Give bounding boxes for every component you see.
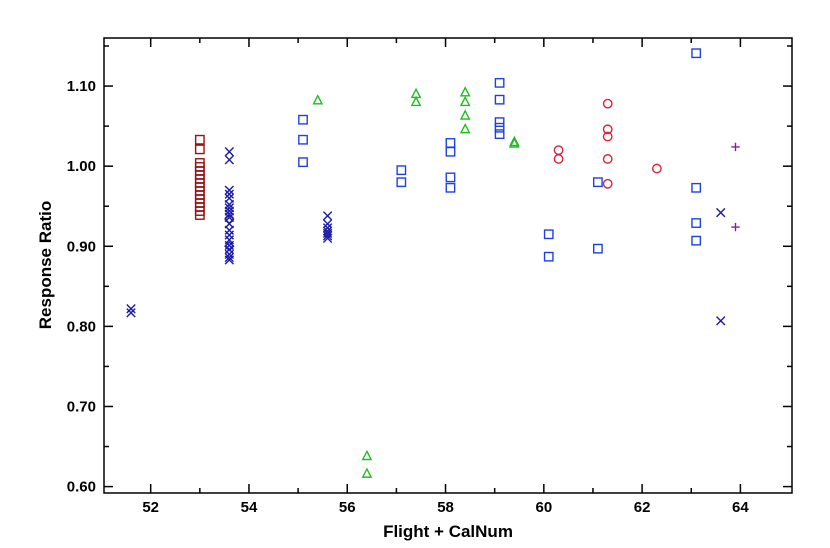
data-point-x [322,211,333,221]
series-x [126,147,726,326]
series-square [194,134,205,220]
data-point-x [224,189,235,199]
data-point-triangle [459,109,471,120]
data-point-square [691,48,702,59]
x-tick-label: 56 [339,499,356,516]
data-point-x [322,231,333,241]
data-point-triangle [361,467,373,478]
axes: 52 54 56 58 60 62 64 0.60 0.70 0.80 0.90 1.00 1.10 [67,37,793,516]
data-point-square [543,229,554,240]
data-point-diamond [224,241,235,252]
data-point-x [224,225,235,235]
x-axis-title: Flight + CalNum [383,522,513,541]
x-tick-label: 62 [634,499,651,516]
data-point-square [592,177,603,188]
data-point-x [322,219,333,229]
x-tick-label: 64 [732,499,749,516]
data-point-square [298,157,308,168]
data-point-circle [602,131,613,142]
data-point-square [396,165,407,176]
data-point-square [691,182,702,193]
x-tick-label: 52 [142,499,159,516]
data-point-x [126,304,136,314]
data-point-square [494,77,505,88]
data-point-x [224,244,235,255]
data-point-triangle [361,449,373,461]
data-point-square [691,218,702,228]
data-point-plus [731,142,740,152]
y-tick-label: 0.60 [67,479,96,496]
data-point-triangle [459,95,471,107]
data-point-square [298,114,308,125]
data-point-circle [651,163,662,174]
series-diamond [224,213,235,252]
data-point-circle [602,124,613,135]
data-point-triangle [312,94,324,105]
data-point-square [445,146,456,157]
data-point-square [194,144,205,155]
data-point-x [716,316,726,326]
data-point-diamond [224,213,235,225]
data-point-x [224,185,235,195]
data-point-square [445,138,456,148]
x-tick-label: 58 [437,499,454,516]
x-tick-label: 54 [241,499,258,516]
data-point-circle [602,98,613,109]
data-point-square [445,182,456,193]
data-point-square [194,210,205,220]
y-tick-label: 1.00 [67,158,96,175]
data-point-square [494,122,505,133]
series-triangle [312,86,520,478]
data-point-x [224,255,235,265]
data-point-triangle [508,137,520,148]
y-tick-label: 1.10 [67,78,96,95]
series-square [298,48,702,262]
data-point-triangle [410,95,422,107]
y-axis-title: Response Ratio [36,201,55,329]
data-point-square [691,235,702,246]
data-point-square [494,117,505,128]
plot-area [126,48,740,478]
data-point-square [298,134,308,145]
series-circle [553,98,662,189]
data-point-x [224,230,235,240]
data-point-x [224,252,235,263]
data-point-triangle [459,122,471,134]
y-tick-label: 0.80 [67,318,96,335]
data-point-x [224,147,235,157]
y-tick-label: 0.70 [67,398,96,415]
data-point-circle [602,154,613,164]
data-point-square [194,134,205,145]
data-point-plus [731,222,740,232]
data-point-circle [602,178,613,189]
data-point-circle [553,145,564,156]
plot-frame [103,37,793,494]
data-point-circle [553,154,564,164]
y-tick-label: 0.90 [67,238,96,255]
data-point-x [224,155,235,165]
data-point-x [322,233,333,243]
data-point-square [592,243,603,254]
data-point-triangle [459,86,471,97]
data-point-x [126,308,136,318]
data-point-square [494,129,505,140]
x-tick-label: 60 [535,499,552,516]
data-point-square [396,177,407,188]
data-point-square [445,172,456,183]
data-point-x [716,207,726,218]
data-point-square [494,94,505,105]
data-point-square [543,251,554,262]
series-plus [731,142,740,232]
data-point-triangle [508,135,520,147]
